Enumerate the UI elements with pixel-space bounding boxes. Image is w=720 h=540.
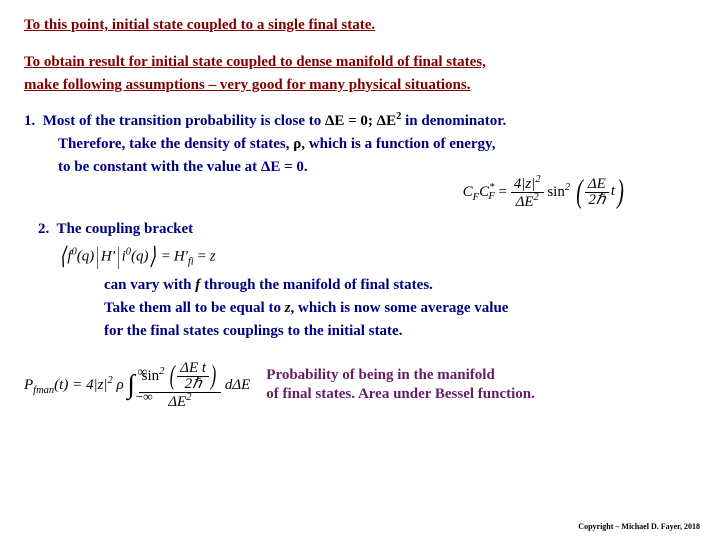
item2b-line2: Take them all to be equal to z, which is… bbox=[24, 299, 696, 318]
item2-line1: 2. The coupling bracket bbox=[24, 220, 696, 239]
equation-3: Pfman(t) = 4|z|2 ρ ∫∞−∞ sin2 (ΔE t2ℏ) ΔE… bbox=[24, 361, 250, 410]
item2-label: 2. bbox=[38, 221, 49, 237]
item1-line2: Therefore, take the density of states, ρ… bbox=[24, 135, 696, 154]
item2b-line1: can vary with f through the manifold of … bbox=[24, 276, 696, 295]
item2b-line3: for the final states couplings to the in… bbox=[24, 322, 696, 341]
equation-2: ⟨f0(q)|H'|i0(q)⟩ = H'fi = z bbox=[24, 242, 696, 272]
integral-icon: ∫∞−∞ bbox=[128, 368, 135, 402]
item1-line1: 1. Most of the transition probability is… bbox=[24, 110, 696, 131]
line2b: make following assumptions – very good f… bbox=[24, 76, 696, 95]
equation-1: CFC*F = 4|z|2 ΔE2 sin2 (ΔE2ℏt) bbox=[24, 175, 696, 210]
right-caption: Probability of being in the manifold of … bbox=[266, 366, 535, 404]
copyright-text: Copyright – Michael D. Fayer, 2018 bbox=[578, 522, 700, 532]
heading-line1: To this point, initial state coupled to … bbox=[24, 16, 696, 35]
item1-label: 1. bbox=[24, 113, 35, 129]
line2a: To obtain result for initial state coupl… bbox=[24, 53, 696, 72]
equation-3-row: Pfman(t) = 4|z|2 ρ ∫∞−∞ sin2 (ΔE t2ℏ) ΔE… bbox=[24, 361, 696, 410]
